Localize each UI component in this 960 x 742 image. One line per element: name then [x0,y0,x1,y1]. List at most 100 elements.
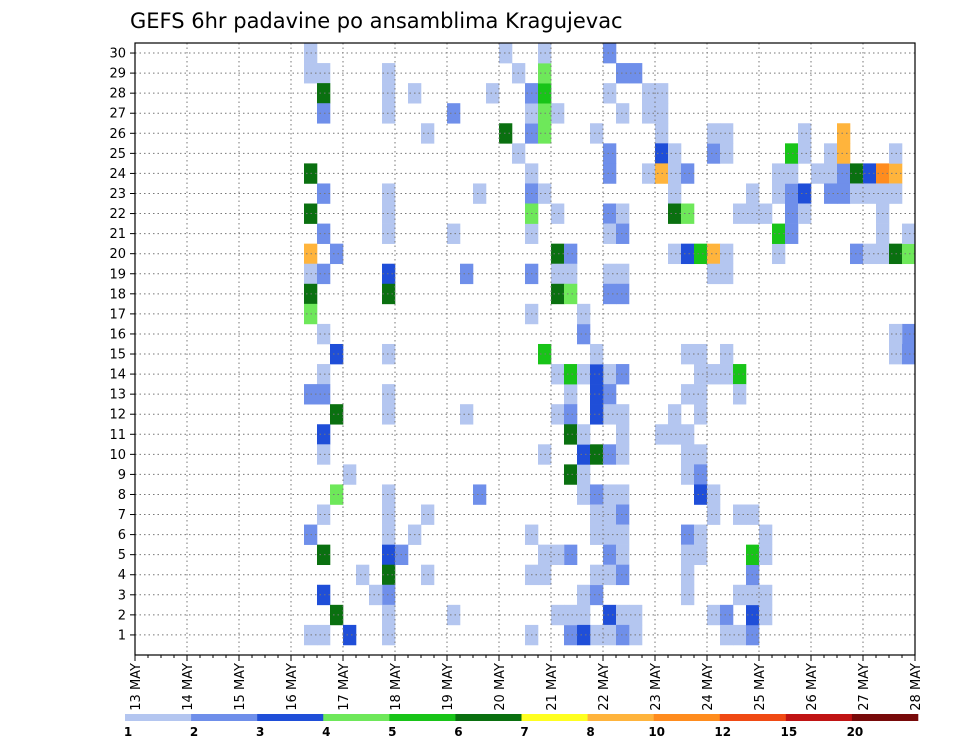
heatmap-cell [382,283,396,305]
y-tick-label: 28 [109,87,126,102]
heatmap-cell [785,203,799,224]
heatmap-cell [681,384,695,405]
heatmap-cell [564,364,578,385]
heatmap-cell [616,223,630,244]
heatmap-cell [382,263,396,285]
heatmap-cell [733,384,747,405]
x-tick-label: 18 MAY [389,663,404,711]
heatmap-cell [382,404,396,425]
heatmap-cell [603,384,617,405]
legend-swatch [455,714,522,721]
y-tick-label: 9 [118,468,126,483]
heatmap-cell [330,604,344,626]
heatmap-cell [785,163,799,184]
heatmap-cell [902,343,916,365]
heatmap-cell [681,424,695,445]
heatmap-cell [720,364,734,385]
heatmap-cell [447,103,461,124]
heatmap-cell [564,424,578,445]
heatmap-cell [577,323,591,345]
heatmap-cell [382,624,396,646]
heatmap-cell [551,203,565,224]
heatmap-cell [668,143,682,164]
heatmap-cell [616,524,630,545]
heatmap-cell [577,484,591,505]
heatmap-cell [551,604,565,626]
heatmap-cell [603,524,617,545]
heatmap-cell [694,404,708,425]
legend-swatch [389,714,456,721]
heatmap-cell [577,424,591,445]
heatmap-cell [902,323,916,345]
y-tick-label: 23 [109,187,126,202]
heatmap-cell [603,504,617,525]
heatmap-cell [564,404,578,425]
heatmap-cell [603,203,617,224]
heatmap-cell [564,544,578,566]
heatmap-cell [694,343,708,365]
heatmap-cell [616,404,630,425]
heatmap-cell [499,123,513,144]
heatmap-cell [356,564,370,586]
heatmap-cell [551,364,565,385]
heatmap-cell [733,504,747,525]
legend-label: 6 [454,725,462,739]
heatmap-cell [447,604,461,626]
heatmap-cell [694,444,708,465]
y-tick-label: 17 [109,307,126,322]
chart-title: GEFS 6hr padavine po ansamblima Kragujev… [130,9,623,33]
heatmap-cell [720,343,734,365]
heatmap-cell [382,524,396,545]
heatmap-cell [460,263,474,285]
heatmap-cell [343,624,357,646]
x-axis-ticks: 13 MAY 14 MAY 15 MAY 16 MAY 17 MAY 18 MAY 19 M… [129,655,924,711]
heatmap-cell [564,283,578,305]
heatmap-cell [603,83,617,104]
heatmap-cell [382,604,396,626]
heatmap-cell [590,624,604,646]
heatmap-cell [668,424,682,445]
legend-label: 3 [256,725,264,739]
heatmap-cell [590,584,604,606]
heatmap-cell [590,404,604,425]
heatmap-cell [681,544,695,566]
heatmap-cell [733,584,747,606]
y-tick-label: 21 [109,227,126,242]
legend-swatch [851,714,919,721]
heatmap-cell [577,303,591,325]
heatmap-cell [616,484,630,505]
heatmap-cell [577,624,591,646]
y-tick-label: 19 [109,267,126,282]
heatmap-cell [382,564,396,586]
heatmap-cell [590,444,604,465]
heatmap-cell [590,364,604,385]
x-tick-label: 24 MAY [701,663,716,711]
heatmap-cell [811,163,825,184]
legend-label: 8 [586,725,594,739]
x-tick-label: 20 MAY [493,663,508,711]
heatmap-cell [603,263,617,285]
heatmap-cell [668,203,682,224]
heatmap-cell [577,464,591,485]
heatmap-cell [681,444,695,465]
y-tick-label: 11 [109,428,126,443]
y-tick-label: 27 [109,107,126,122]
heatmap-cell [317,584,331,606]
heatmap-cell [603,143,617,164]
heatmap-cell [733,624,747,646]
x-tick-label: 22 MAY [597,663,612,711]
heatmap-cell [616,604,630,626]
legend-swatch [191,714,258,721]
heatmap-cell [603,564,617,586]
y-tick-label: 6 [118,528,126,543]
heatmap-cell [382,484,396,505]
y-tick-label: 12 [109,408,126,423]
heatmap-cell [330,484,344,505]
heatmap-cell [785,223,799,244]
heatmap-cell [694,484,708,505]
x-tick-label: 27 MAY [857,663,872,711]
heatmap-cell [330,404,344,425]
heatmap-cell [317,223,331,244]
heatmap-cell [668,243,682,265]
